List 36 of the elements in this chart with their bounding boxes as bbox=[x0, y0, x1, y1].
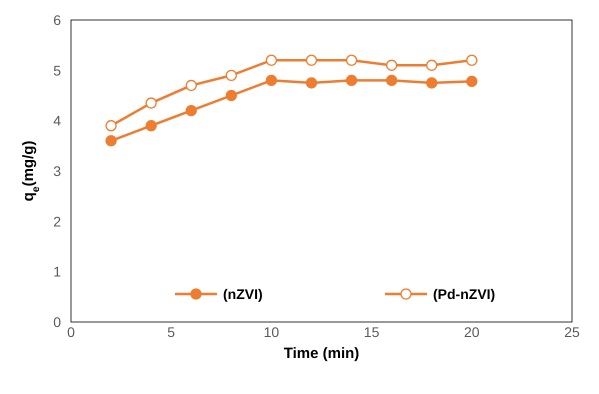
legend-label: (nZVI) bbox=[223, 286, 263, 302]
point bbox=[186, 104, 197, 116]
legend-label: (Pd-nZVI) bbox=[433, 286, 496, 302]
x-tick-label: 20 bbox=[464, 324, 480, 340]
point bbox=[386, 74, 398, 86]
point bbox=[306, 77, 318, 89]
y-tick-label: 1 bbox=[53, 264, 62, 280]
y-tick-label: 2 bbox=[53, 213, 62, 230]
x-axis-title: Time (min) bbox=[284, 345, 360, 362]
x-tick-label: 10 bbox=[264, 324, 280, 340]
y-tick-label: 3 bbox=[53, 163, 62, 179]
point bbox=[426, 77, 438, 89]
point bbox=[466, 54, 478, 66]
point bbox=[146, 120, 157, 132]
point bbox=[105, 120, 117, 132]
x-tick-label: 25 bbox=[564, 324, 580, 340]
point bbox=[306, 54, 318, 66]
point bbox=[186, 80, 197, 92]
y-tick-label: 6 bbox=[53, 12, 62, 28]
point bbox=[426, 60, 438, 71]
point bbox=[266, 54, 278, 66]
x-tick-label: 15 bbox=[364, 324, 380, 340]
point bbox=[466, 76, 478, 88]
y-tick-label: 4 bbox=[53, 112, 62, 129]
point bbox=[105, 135, 117, 146]
point bbox=[226, 70, 237, 82]
x-tick-label: 5 bbox=[167, 324, 176, 340]
point bbox=[226, 90, 237, 102]
point bbox=[146, 97, 157, 109]
y-tick-label: 5 bbox=[53, 62, 62, 78]
point bbox=[386, 60, 398, 71]
point bbox=[266, 74, 278, 86]
y-tick-label: 0 bbox=[53, 314, 62, 330]
x-tick-label: 0 bbox=[67, 324, 76, 340]
point bbox=[346, 54, 358, 66]
point bbox=[346, 74, 358, 86]
